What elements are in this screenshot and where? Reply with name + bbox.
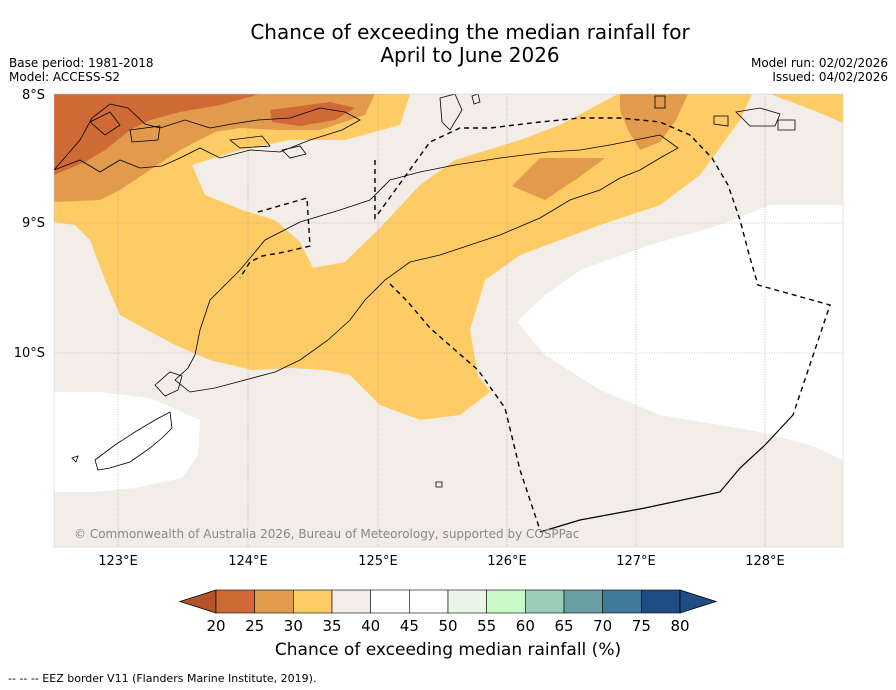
colorbar-bin xyxy=(563,589,603,614)
colorbar-bin xyxy=(215,589,255,614)
colorbar-tick-label: 25 xyxy=(245,617,264,635)
probability-25-30-region-small xyxy=(270,102,355,126)
title-line-2: April to June 2026 xyxy=(380,43,560,67)
colorbar-tick-label: 20 xyxy=(206,617,225,635)
colorbar-bin xyxy=(602,589,642,614)
longitude-labels: 123°E 124°E 125°E 126°E 127°E 128°E xyxy=(98,554,785,569)
lon-label: 128°E xyxy=(745,554,785,569)
probability-30-35-region-center xyxy=(512,158,605,200)
colorbar-tick-label: 65 xyxy=(554,617,573,635)
rainfall-map xyxy=(54,94,843,547)
copyright-text: © Commonwealth of Australia 2026, Bureau… xyxy=(74,527,579,541)
colorbar-tick-label: 75 xyxy=(632,617,651,635)
colorbar-bin xyxy=(370,589,410,614)
lon-label: 123°E xyxy=(98,554,138,569)
colorbar-bin xyxy=(447,589,487,614)
colorbar-title: Chance of exceeding median rainfall (%) xyxy=(274,640,622,660)
colorbar-extend-low xyxy=(178,589,217,614)
latitude-labels: 8°S 9°S 10°S xyxy=(14,88,45,361)
lon-label: 125°E xyxy=(358,554,398,569)
lat-label: 10°S xyxy=(14,346,45,361)
colorbar-bin xyxy=(409,589,449,614)
probability-45-55-region-southwest xyxy=(54,392,200,492)
lon-label: 124°E xyxy=(228,554,268,569)
base-period: Base period: 1981-2018 xyxy=(9,56,154,70)
colorbar-bin xyxy=(486,589,526,614)
lon-label: 126°E xyxy=(487,554,527,569)
colorbar-tick-label: 50 xyxy=(438,617,457,635)
colorbar-extend-high xyxy=(679,589,718,614)
model-run: Model run: 02/02/2026 xyxy=(750,56,888,70)
coastlines xyxy=(54,94,796,488)
probability-35-40-region xyxy=(54,94,843,420)
lat-label: 8°S xyxy=(22,88,45,103)
colorbar-bin xyxy=(254,589,294,614)
colorbar-bin xyxy=(331,589,371,614)
colorbar-tick-label: 80 xyxy=(670,617,689,635)
issued-date: Issued: 04/02/2026 xyxy=(772,70,888,84)
colorbar-tick-label: 40 xyxy=(361,617,380,635)
graticule xyxy=(54,94,843,547)
probability-45-55-region-east xyxy=(517,205,843,460)
colorbar-tick-label: 55 xyxy=(477,617,496,635)
colorbar-tick-label: 60 xyxy=(516,617,535,635)
lat-label: 9°S xyxy=(22,216,45,231)
eez-border-solid-segment xyxy=(539,414,794,533)
colorbar-tick-label: 30 xyxy=(284,617,303,635)
lon-label: 127°E xyxy=(616,554,656,569)
title-line-1: Chance of exceeding the median rainfall … xyxy=(250,20,690,44)
colorbar: 20 25 30 35 40 45 50 55 60 65 70 75 80 xyxy=(178,589,718,635)
colorbar-tick-label: 70 xyxy=(593,617,612,635)
colorbar-tick-label: 45 xyxy=(400,617,419,635)
colorbar-bin xyxy=(525,589,565,614)
colorbar-bin xyxy=(641,589,681,614)
map-frame xyxy=(53,93,844,548)
colorbar-bin xyxy=(293,589,333,614)
model-name: Model: ACCESS-S2 xyxy=(9,70,121,84)
eez-legend: -- -- -- EEZ border V11 (Flanders Marine… xyxy=(8,672,317,685)
colorbar-tick-label: 35 xyxy=(322,617,341,635)
eez-border xyxy=(239,117,831,531)
